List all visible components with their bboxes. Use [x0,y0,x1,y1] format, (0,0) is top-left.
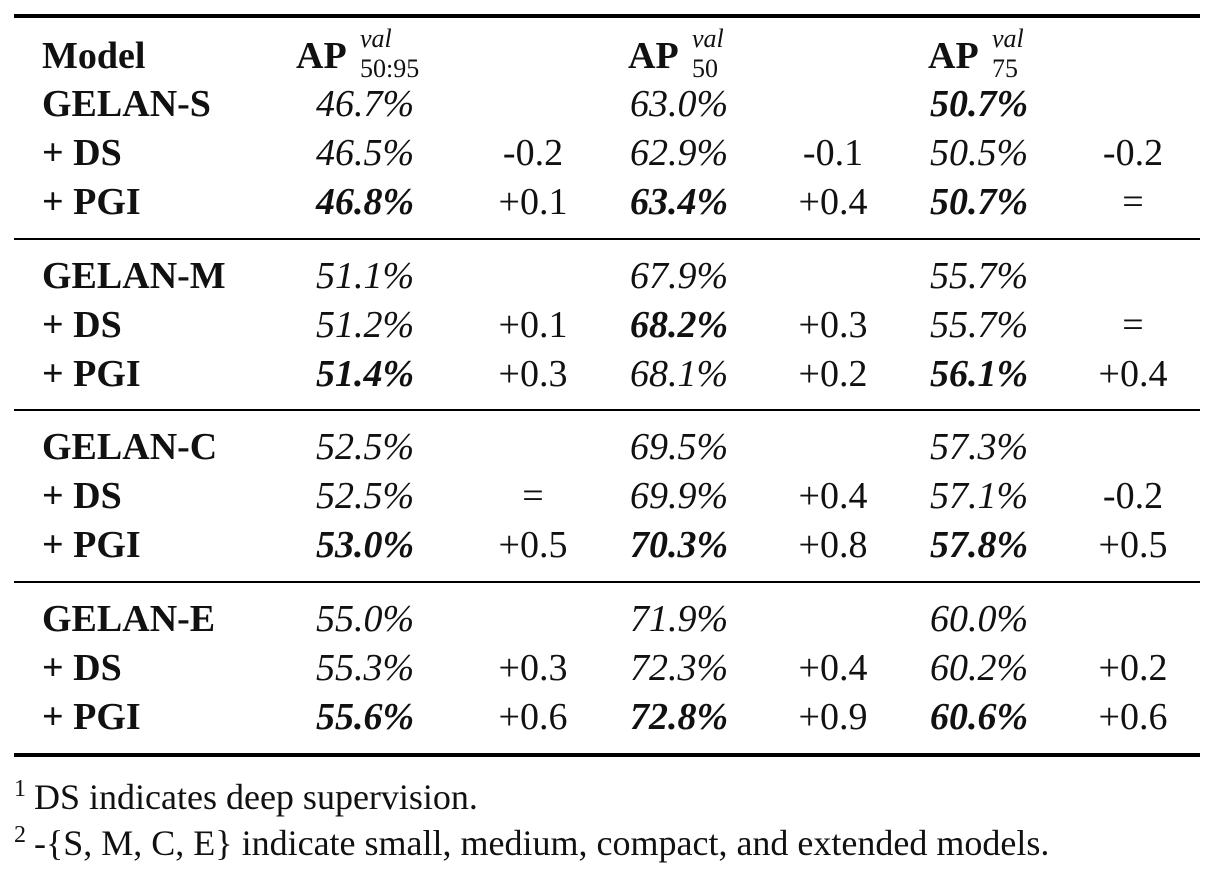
ap50-95-cell: 52.5% [316,475,415,517]
footnote-text: -{S, M, C, E} indicate small, medium, co… [34,823,1050,863]
model-cell: GELAN-E [42,598,216,640]
ap50-95-cell: 55.6% [316,696,415,738]
ap75-cell: 55.7% [930,304,1029,346]
header-ap-label: AP [628,35,679,77]
model-cell: + PGI [42,696,141,738]
delta-50-95-cell: +0.1 [498,304,568,346]
ap50-cell: 71.9% [630,598,729,640]
footnote-mark: 2 [14,822,26,848]
header-ap-50: AP val 50 [628,24,724,83]
delta-75-cell: +0.5 [1098,524,1168,566]
group-divider-1 [14,238,1200,240]
ap75-cell: 50.7% [930,83,1029,125]
delta-50-95-cell: +0.5 [498,524,568,566]
ap50-cell: 69.9% [630,475,729,517]
model-cell: + PGI [42,524,141,566]
model-cell: + DS [42,304,122,346]
delta-50-95-cell: +0.6 [498,696,568,738]
ap50-cell: 70.3% [630,524,729,566]
ap50-95-cell: 55.0% [316,598,415,640]
header-sub: 75 [992,54,1018,83]
ap50-95-cell: 51.4% [316,353,415,395]
ap75-cell: 60.0% [930,598,1029,640]
model-cell: + PGI [42,353,141,395]
model-cell: GELAN-S [42,83,211,125]
header-sup: val [360,24,392,53]
delta-50-95-cell: +0.1 [498,181,568,223]
delta-75-cell: -0.2 [1102,475,1164,517]
delta-50-cell: +0.8 [798,524,868,566]
ap75-cell: 55.7% [930,255,1029,297]
delta-50-95-cell: = [522,475,544,517]
top-rule [14,14,1200,18]
delta-75-cell: = [1122,181,1144,223]
header-sup: val [992,24,1024,53]
header-sub: 50 [692,54,718,83]
delta-75-cell: +0.6 [1098,696,1168,738]
delta-75-cell: +0.4 [1098,353,1168,395]
delta-75-cell: -0.2 [1102,132,1164,174]
header-sup: val [692,24,724,53]
ap50-95-cell: 46.5% [316,132,415,174]
delta-50-cell: +0.4 [798,181,868,223]
delta-50-cell: +0.4 [798,647,868,689]
model-cell: + DS [42,647,122,689]
ap50-95-cell: 53.0% [316,524,415,566]
ap75-cell: 50.7% [930,181,1029,223]
ap75-cell: 56.1% [930,353,1029,395]
ap50-cell: 63.4% [630,181,729,223]
footnote-text: DS indicates deep supervision. [34,777,478,817]
ap50-cell: 69.5% [630,426,729,468]
ap50-95-cell: 51.2% [316,304,415,346]
ap50-cell: 62.9% [630,132,729,174]
ap75-cell: 60.6% [930,696,1029,738]
delta-75-cell: = [1122,304,1144,346]
header-ap-label: AP [928,35,979,77]
ap50-95-cell: 51.1% [316,255,415,297]
bottom-rule [14,753,1200,757]
model-cell: + PGI [42,181,141,223]
delta-50-95-cell: +0.3 [498,647,568,689]
ap50-cell: 68.2% [630,304,729,346]
group-divider-2 [14,409,1200,411]
header-ap-label: AP [296,35,347,77]
ap50-95-cell: 46.8% [316,181,415,223]
ap50-95-cell: 55.3% [316,647,415,689]
ap50-cell: 63.0% [630,83,729,125]
footnote-2: 2 -{S, M, C, E} indicate small, medium, c… [14,822,1049,864]
delta-50-95-cell: -0.2 [502,132,564,174]
ap50-cell: 67.9% [630,255,729,297]
ap50-cell: 72.3% [630,647,729,689]
ap50-95-cell: 52.5% [316,426,415,468]
delta-75-cell: +0.2 [1098,647,1168,689]
ap75-cell: 60.2% [930,647,1029,689]
delta-50-cell: +0.9 [798,696,868,738]
header-model: Model [42,35,146,77]
ap50-cell: 72.8% [630,696,729,738]
footnote-mark: 1 [14,776,26,802]
header-sub: 50:95 [360,54,420,83]
header-ap-75: AP val 75 [928,24,1024,83]
delta-50-cell: +0.3 [798,304,868,346]
header-ap-50-95: AP val 50:95 [296,24,419,83]
ap50-95-cell: 46.7% [316,83,415,125]
model-cell: GELAN-C [42,426,218,468]
ap75-cell: 50.5% [930,132,1029,174]
ap50-cell: 68.1% [630,353,729,395]
ap75-cell: 57.1% [930,475,1029,517]
model-cell: + DS [42,132,122,174]
model-cell: + DS [42,475,122,517]
model-cell: GELAN-M [42,255,226,297]
delta-50-cell: -0.1 [802,132,864,174]
ap75-cell: 57.8% [930,524,1029,566]
delta-50-95-cell: +0.3 [498,353,568,395]
delta-50-cell: +0.2 [798,353,868,395]
footnote-1: 1 DS indicates deep supervision. [14,776,478,818]
ap75-cell: 57.3% [930,426,1029,468]
delta-50-cell: +0.4 [798,475,868,517]
group-divider-3 [14,581,1200,583]
